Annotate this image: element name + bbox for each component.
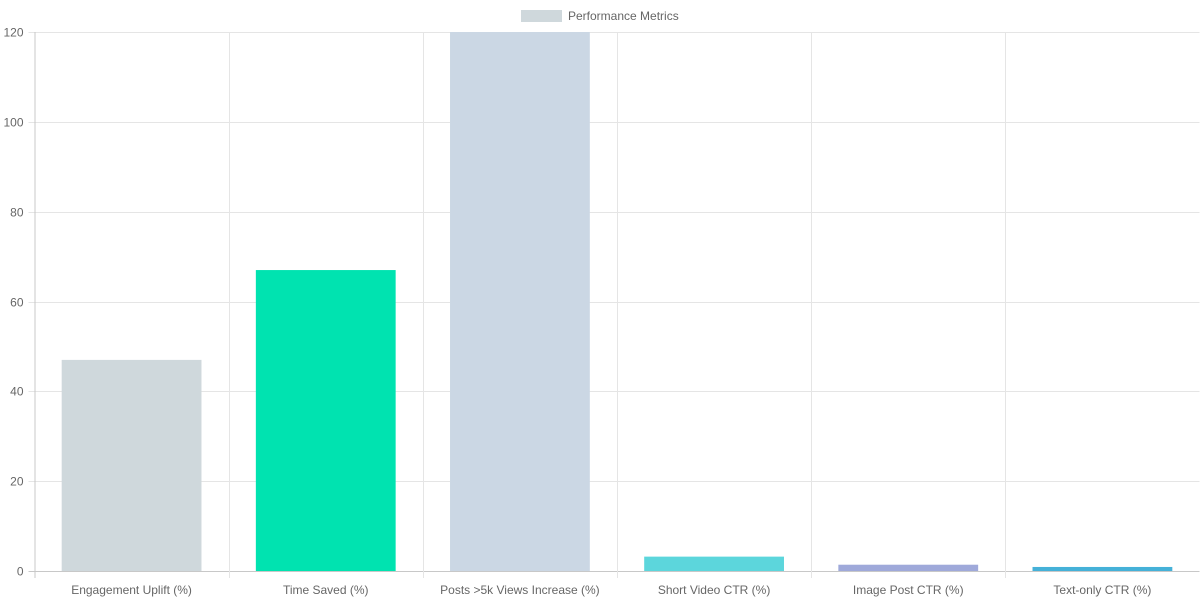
x-tick-label: Short Video CTR (%) — [658, 583, 770, 597]
grid — [28, 32, 1200, 578]
bar[interactable] — [1032, 566, 1173, 571]
legend-label[interactable]: Performance Metrics — [568, 9, 679, 23]
legend[interactable]: Performance Metrics — [521, 9, 679, 23]
x-tick-label: Posts >5k Views Increase (%) — [440, 583, 600, 597]
y-tick-label: 60 — [10, 296, 24, 310]
y-tick-label: 0 — [17, 565, 24, 579]
bar[interactable] — [838, 564, 979, 571]
legend-swatch[interactable] — [521, 10, 562, 22]
bar[interactable] — [450, 32, 590, 571]
bar[interactable] — [644, 556, 784, 571]
axes: 0 20 40 60 80 100 120 Engagement Uplift (%) Time… — [3, 26, 1151, 598]
x-tick-label: Time Saved (%) — [283, 583, 369, 597]
y-tick-label: 40 — [10, 385, 24, 399]
y-tick-label: 80 — [10, 206, 24, 220]
x-tick-label: Image Post CTR (%) — [853, 583, 964, 597]
bar[interactable] — [255, 270, 396, 571]
y-tick-label: 100 — [3, 116, 23, 130]
x-tick-label: Text-only CTR (%) — [1053, 583, 1151, 597]
bar[interactable] — [61, 359, 202, 571]
x-tick-label: Engagement Uplift (%) — [71, 583, 192, 597]
y-tick-label: 20 — [10, 475, 24, 489]
bars — [61, 32, 1173, 571]
y-tick-label: 120 — [3, 26, 23, 40]
